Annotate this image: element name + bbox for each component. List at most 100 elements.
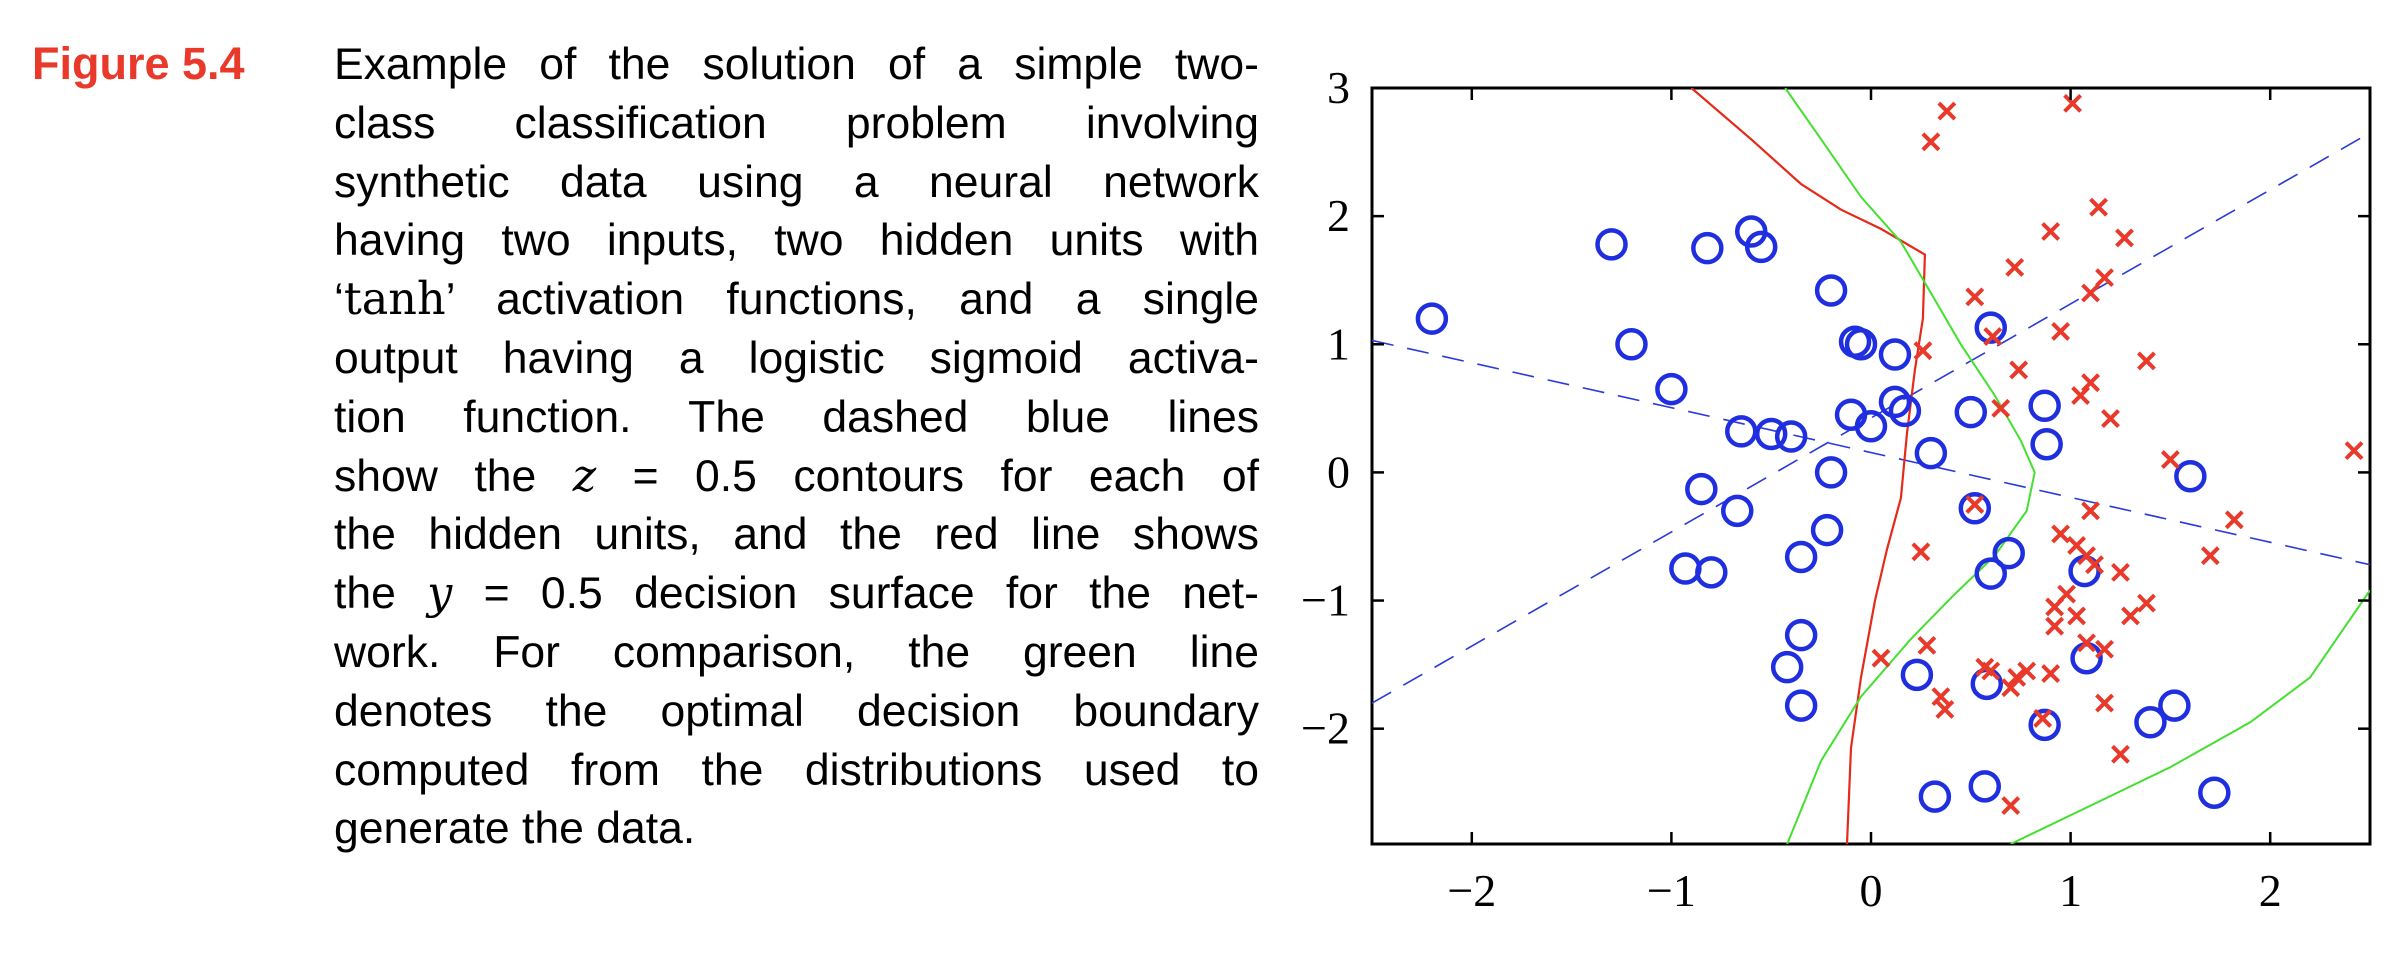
cross-point <box>2081 283 2100 303</box>
circle-point <box>2028 708 2061 742</box>
cross-point <box>2051 524 2071 544</box>
cross-point <box>1913 341 1933 361</box>
cross-point <box>2041 222 2061 241</box>
x-tick-label: 1 <box>2059 865 2082 916</box>
caption-line: denotes the optimal decision boundary <box>334 686 1259 736</box>
circle-point <box>1415 302 1449 335</box>
y-tick-label: 0 <box>1327 446 1350 497</box>
circle-point <box>1974 311 2008 344</box>
optimal-lower-curve <box>2010 589 2370 844</box>
y-tick-label: 3 <box>1327 62 1350 113</box>
cross-point <box>2071 386 2090 405</box>
circle-point <box>1774 420 1808 453</box>
cross-point <box>2063 93 2083 113</box>
caption-line: ‘tanh’ activation functions, and a singl… <box>334 274 1259 326</box>
circle-point <box>1888 394 1922 428</box>
cross-point <box>2085 555 2104 575</box>
cross-point <box>2137 351 2156 371</box>
circle-point <box>1844 328 1878 361</box>
x-tick-label: −2 <box>1447 865 1496 916</box>
cross-point <box>2045 616 2065 636</box>
circle-point <box>1974 557 2008 590</box>
cross-point <box>2033 709 2053 728</box>
cross-point <box>2160 450 2180 470</box>
circle-point <box>1695 556 1728 589</box>
figure-caption: Example of the solution of a simple two-… <box>334 36 1259 859</box>
hidden-curve <box>1372 339 2370 566</box>
cross-point <box>2081 501 2100 521</box>
circle-point <box>1784 540 1818 574</box>
circle-point <box>1854 410 1888 443</box>
cross-point <box>2001 796 2021 815</box>
cross-point <box>1937 101 1957 121</box>
circle-point <box>1992 536 2025 570</box>
cross-point <box>1983 327 2003 346</box>
y-tick-label: 2 <box>1327 190 1350 241</box>
circle-point <box>1725 415 1758 448</box>
cross-point <box>1965 495 1985 514</box>
x-tick-label: 2 <box>2259 865 2282 916</box>
caption-line: work. For comparison, the green line <box>334 627 1259 677</box>
cross-point <box>2045 597 2065 617</box>
caption-line: tion function. The dashed blue lines <box>334 392 1259 442</box>
circle-point <box>2198 776 2231 809</box>
caption-line: Example of the solution of a simple two- <box>334 40 1259 89</box>
cross-point <box>1921 132 1941 152</box>
circle-point <box>1968 770 2002 803</box>
y-tick-label: 1 <box>1327 318 1350 369</box>
cross-point <box>2009 360 2029 380</box>
cross-point <box>1935 700 1955 719</box>
circle-point <box>2030 427 2063 461</box>
cross-point <box>2137 593 2156 613</box>
caption-line: having two inputs, two hidden units with <box>334 216 1259 266</box>
cross-point <box>1911 542 1931 562</box>
cross-point <box>1965 287 1985 307</box>
circle-point <box>1669 552 1702 585</box>
circle-point <box>1685 472 1718 506</box>
cross-point <box>2111 744 2130 764</box>
circle-point <box>1691 231 1724 265</box>
circle-point <box>2028 389 2061 423</box>
circle-point <box>1918 780 1952 813</box>
circle-point <box>1814 456 1848 489</box>
plot-frame <box>1370 86 2372 846</box>
caption-line: the y = 0.5 decision surface for the net… <box>334 568 1259 620</box>
y-tick-label: −2 <box>1301 703 1350 754</box>
cross-point <box>1981 661 2001 681</box>
circle-point <box>1954 395 1988 429</box>
cross-point <box>2001 678 2021 698</box>
circle-point <box>1770 650 1804 684</box>
cross-point <box>2077 633 2096 653</box>
cross-point <box>2089 197 2108 217</box>
cross-point <box>2115 228 2134 248</box>
caption-line: computed from the distributions used to <box>334 745 1259 795</box>
cross-point <box>2101 409 2120 429</box>
circle-point <box>1814 274 1848 307</box>
caption-line: show the z = 0.5 contours for each of <box>334 450 1259 502</box>
caption-line: output having a logistic sigmoid activa- <box>334 333 1259 383</box>
circle-point <box>1878 338 1912 371</box>
cross-point <box>2095 639 2114 659</box>
optimal-upper-curve <box>1784 88 2036 844</box>
y-tick-label: −1 <box>1301 575 1350 626</box>
cross-point <box>1931 687 1951 707</box>
circle-point <box>1784 618 1818 652</box>
circle-point <box>2158 689 2191 722</box>
circle-point <box>2134 706 2167 739</box>
decision-curve <box>1690 88 1927 844</box>
cross-point <box>2111 562 2130 582</box>
cross-point <box>1991 398 2011 418</box>
caption-line: generate the data. <box>334 804 696 854</box>
circle-point <box>1958 492 1992 525</box>
circle-point <box>1810 513 1844 547</box>
cross-point <box>1871 648 1891 668</box>
caption-line: synthetic data using a neural network <box>334 157 1259 207</box>
circle-point <box>1784 689 1818 722</box>
x-tick-label: 0 <box>1860 865 1883 916</box>
cross-point <box>2224 510 2244 530</box>
hidden-curve <box>1372 132 2370 704</box>
x-tick-label: −1 <box>1647 865 1696 916</box>
cross-point <box>2041 664 2061 683</box>
circle-point <box>1878 385 1912 419</box>
